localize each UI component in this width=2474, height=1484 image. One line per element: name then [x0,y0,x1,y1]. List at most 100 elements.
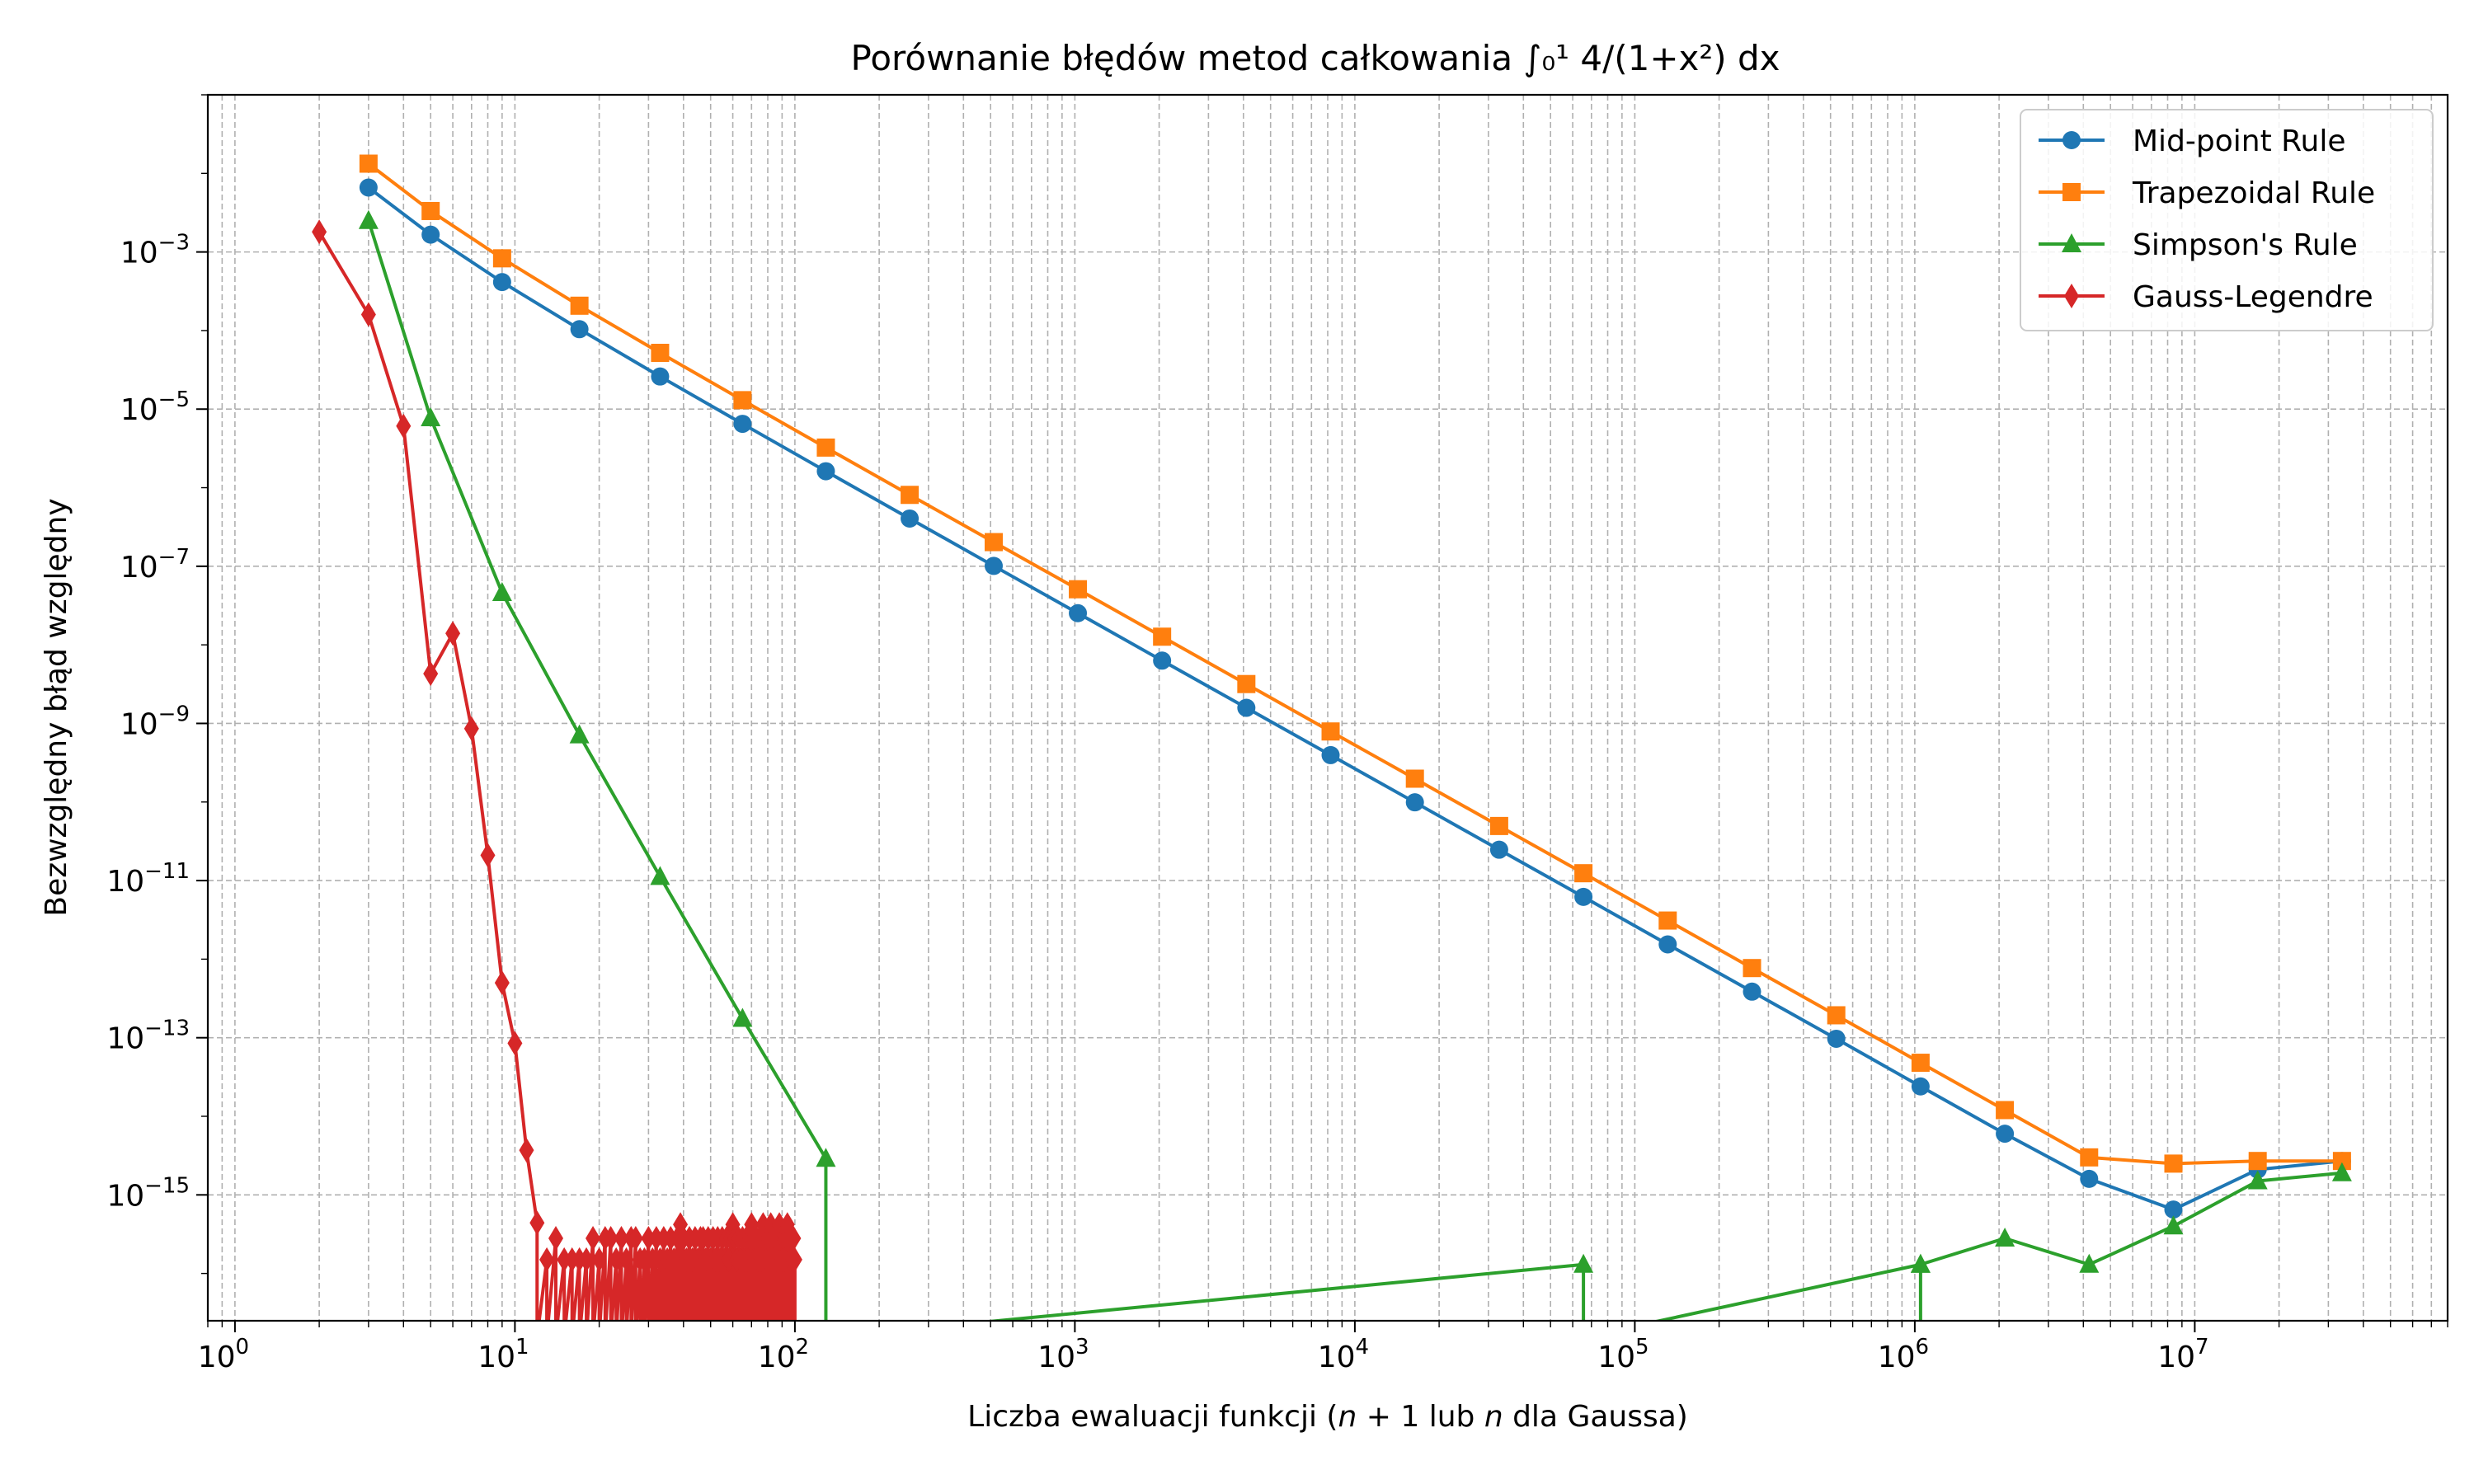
data-point [609,1247,624,1272]
legend-item: Mid-point Rule [2039,124,2346,158]
data-point [507,1031,523,1056]
series-line [366,220,2343,1321]
data-point [396,413,412,439]
data-point [901,509,920,528]
data-point [984,556,1003,575]
data-point [2331,1162,2352,1181]
x-axis-ticks: 100 101 102 103 104 105 106 107 [198,1321,2448,1374]
data-point [358,209,379,229]
data-point [628,1226,643,1252]
data-point [1237,698,1256,717]
data-point [1405,769,1424,788]
data-point [787,1247,802,1272]
data-point [548,1226,564,1252]
data-point [2163,1215,2184,1235]
data-point [570,320,589,339]
data-point [732,1007,753,1027]
data-point [1658,935,1677,954]
data-point [569,724,590,744]
data-point [2079,1253,2100,1273]
data-point [1153,627,1172,646]
data-point [1069,603,1088,622]
data-point [733,415,752,434]
legend-item: Simpson's Rule [2039,228,2358,262]
legend-label: Gauss-Legendre [2133,280,2373,314]
legend-box [2020,109,2434,331]
legend-marker [2062,131,2081,149]
data-point [423,661,439,687]
data-point [492,273,511,292]
x-axis-label: Liczba ewaluacji funkcji (n + 1 lub n dl… [967,1400,1688,1434]
data-point [312,219,327,245]
data-point [529,1210,545,1236]
data-point [650,866,670,885]
data-point [2164,1200,2183,1219]
data-point [1069,580,1088,599]
data-point [492,249,511,268]
grid [207,95,2448,1321]
data-point [984,533,1003,552]
data-point [557,1247,572,1272]
legend-item: Trapezoidal Rule [2039,176,2375,210]
series-trapezoidal-rule [359,154,2351,1173]
data-point [2247,1170,2268,1190]
data-point [1574,864,1593,883]
data-point [570,296,589,315]
data-point [637,1247,652,1272]
data-point [1995,1228,2015,1247]
data-point [618,1247,634,1272]
data-point [1996,1101,2015,1120]
data-point [1996,1125,2015,1144]
data-point [816,438,835,457]
data-point [539,1247,555,1272]
data-point [591,1247,607,1272]
data-point [1827,1029,1846,1048]
legend: Mid-point Rule Trapezoidal Rule Simpson's … [2020,109,2434,331]
data-point [2164,1154,2183,1173]
legend-marker [2062,183,2081,201]
series-mid-point-rule [359,178,2351,1219]
data-point [1153,651,1172,670]
x-tick-label: 105 [1597,1335,1649,1374]
data-point [1489,816,1508,835]
data-point [2080,1169,2099,1188]
data-point [359,154,378,173]
legend-label: Simpson's Rule [2133,228,2358,262]
data-point [360,302,376,327]
data-point [2248,1152,2267,1171]
data-point [421,407,441,427]
data-point [816,462,835,481]
data-point [651,343,670,362]
data-point [666,1247,682,1272]
data-point [1321,722,1340,741]
data-point [1743,982,1761,1001]
data-point [651,367,670,386]
data-point [492,581,512,601]
data-point [1743,959,1761,978]
data-point [445,621,461,646]
data-point [1574,887,1593,906]
data-point [1237,674,1256,693]
data-point [579,1247,595,1272]
data-point [1573,1253,1594,1273]
data-point [1321,745,1340,764]
y-axis-label: Bezwzględny błąd względny [40,498,73,916]
data-point [494,970,510,996]
data-point [586,1226,601,1252]
series-layer [312,154,2352,1321]
series-gauss-legendre [312,219,802,1321]
data-point [421,201,440,220]
series-simpson-s-rule [358,209,2352,1321]
data-point [463,716,479,741]
data-point [614,1226,629,1252]
data-point [1911,1077,1930,1096]
legend-marker [2064,284,2079,308]
legend-item: Gauss-Legendre [2039,280,2373,314]
data-point [421,225,440,244]
data-point [645,1247,661,1272]
data-point [733,391,752,410]
data-point [1827,1006,1846,1025]
data-point [690,1247,706,1272]
data-point [359,178,378,197]
